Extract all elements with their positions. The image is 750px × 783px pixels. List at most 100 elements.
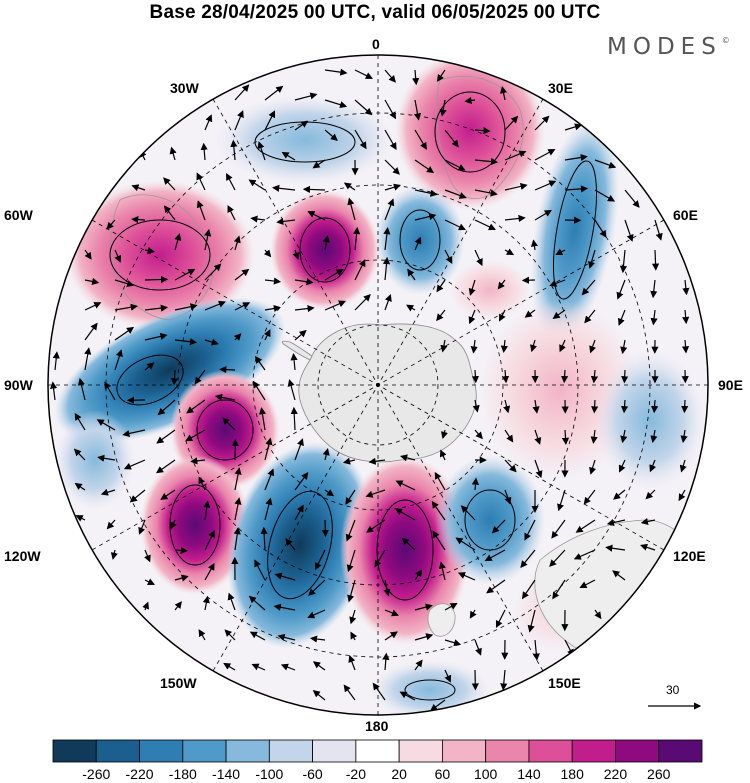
wind-vector (354, 259, 366, 281)
wind-vector (342, 457, 356, 465)
wind-vector (521, 579, 536, 600)
wind-vector (114, 279, 135, 288)
wind-vector (114, 249, 122, 263)
wind-vector (374, 549, 386, 568)
wind-vector (591, 399, 599, 414)
wind-vector (324, 300, 347, 311)
wind-vector (414, 659, 423, 671)
wind-vector (520, 549, 536, 569)
wind-vector (395, 480, 416, 491)
wind-vector (440, 339, 448, 353)
wind-vector (651, 249, 660, 271)
colorbar-swatch (182, 739, 227, 763)
wind-vector (312, 159, 326, 169)
colorbar-swatch (139, 739, 184, 763)
wind-vector (575, 519, 596, 533)
wind-vector (345, 519, 356, 542)
wind-vector (414, 236, 422, 251)
wind-vector (460, 505, 476, 521)
wind-vector (681, 339, 690, 354)
wind-vector (52, 351, 60, 371)
wind-vector (654, 219, 663, 241)
wind-vector (432, 530, 446, 551)
wind-vector (196, 172, 206, 191)
wind-vector (524, 519, 536, 541)
wind-vector (77, 377, 86, 401)
wind-vector (383, 579, 391, 597)
wind-vector (129, 489, 146, 503)
wind-vector (436, 279, 446, 293)
wind-vector (534, 209, 552, 221)
wind-vector (401, 537, 416, 551)
longitude-label-150e: 150E (548, 675, 581, 691)
wind-vector (223, 662, 236, 671)
wind-vector (470, 339, 478, 354)
wind-vector (495, 609, 506, 628)
anomaly-blob (215, 95, 395, 185)
wind-vector (73, 448, 86, 461)
colorbar-swatch (658, 739, 703, 763)
wind-vector (264, 468, 275, 491)
wind-vector (557, 489, 566, 512)
anomaly-blob (595, 350, 705, 490)
wind-vector (439, 449, 447, 461)
wind-vector (606, 519, 626, 527)
wind-vector (474, 157, 499, 166)
wind-vector (263, 249, 272, 258)
wind-vector (264, 110, 276, 131)
wind-vector (346, 549, 356, 573)
wind-vector (122, 429, 146, 438)
wind-vector (302, 185, 326, 194)
wind-vector (552, 309, 566, 320)
wind-vector (384, 129, 397, 151)
wind-vector (131, 184, 146, 192)
colorbar-swatch (441, 739, 487, 763)
wind-vector (170, 369, 179, 386)
wind-vector (290, 406, 298, 431)
wind-vector (524, 309, 536, 318)
wind-vector (156, 459, 176, 474)
wind-vector (551, 519, 566, 539)
wind-vector (160, 489, 176, 500)
wind-vector (564, 185, 589, 193)
wind-vector (290, 353, 298, 371)
wind-vector (474, 639, 482, 656)
wind-vector (444, 249, 453, 264)
wind-vector (384, 69, 396, 83)
wind-vector (504, 248, 515, 256)
wind-vector (549, 549, 566, 567)
anomaly-blob (54, 297, 286, 443)
page-title: Base 28/04/2025 00 UTC, valid 06/05/2025… (149, 2, 601, 23)
wind-vector (530, 339, 537, 353)
colorbar-swatch (571, 739, 616, 763)
wind-vector (414, 569, 423, 581)
wind-vector (681, 399, 689, 414)
wind-vector (190, 457, 206, 465)
wind-vector (504, 115, 519, 131)
wind-vector (436, 309, 446, 322)
wind-vector (97, 454, 116, 462)
wind-vector (455, 537, 476, 551)
wind-vector (75, 515, 86, 522)
wind-vector (280, 663, 296, 671)
wind-vector (353, 226, 361, 251)
wind-vector (474, 219, 496, 231)
wind-vector (274, 572, 296, 581)
wind-vector (414, 159, 435, 174)
wind-vector (163, 205, 176, 221)
wind-vector (650, 429, 658, 443)
wind-vector (322, 448, 330, 461)
wind-vector (621, 369, 629, 384)
wind-vector (464, 96, 476, 105)
wind-vector (617, 309, 626, 326)
wind-vector (414, 603, 433, 611)
wind-vector (204, 263, 222, 281)
wind-vector (250, 215, 266, 223)
wind-vector (594, 219, 607, 238)
wind-vector (620, 429, 628, 444)
wind-vector (561, 369, 569, 384)
wind-vector (682, 309, 690, 325)
wind-vector (500, 669, 508, 691)
longitude-label-120e: 120E (673, 548, 706, 564)
wind-vector (468, 279, 476, 296)
